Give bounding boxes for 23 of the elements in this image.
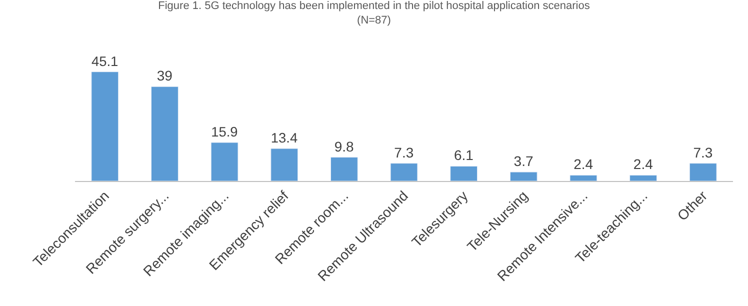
bar: [151, 86, 178, 181]
chart-title: Figure 1. 5G technology has been implemented in the pilot hospital application scenarios (N=87): [158, 0, 590, 26]
bar: [330, 157, 358, 181]
data-label: 9.8: [334, 138, 354, 154]
data-label: 7.3: [693, 144, 713, 160]
data-label: 3.7: [514, 153, 534, 170]
data-label: 6.1: [454, 147, 474, 164]
data-label: 15.9: [211, 124, 238, 140]
data-label: 39: [156, 68, 173, 84]
data-label: 7.3: [394, 144, 414, 160]
data-label: 2.4: [633, 156, 654, 172]
bar: [210, 142, 238, 181]
data-label: 13.4: [270, 130, 298, 146]
bar: [510, 172, 538, 181]
bar: [689, 163, 717, 181]
bar: [91, 72, 119, 181]
bar: [630, 174, 657, 181]
bar: [270, 148, 298, 181]
bar: [570, 174, 598, 181]
data-label: 2.4: [574, 156, 594, 172]
bar: [390, 163, 418, 181]
data-label: 45.1: [91, 54, 118, 69]
bar: [450, 166, 478, 181]
